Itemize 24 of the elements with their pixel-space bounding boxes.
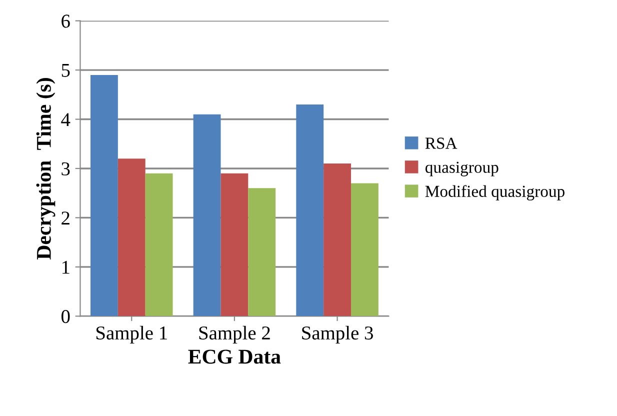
legend-label: quasigroup (425, 162, 498, 176)
y-tick-label: 0 (62, 310, 70, 324)
bar (220, 173, 248, 316)
y-tick-label: 3 (62, 162, 70, 176)
bar (296, 104, 324, 316)
y-tick-label: 5 (62, 64, 70, 77)
y-tick-label: 1 (62, 260, 70, 274)
bar (193, 114, 221, 316)
bar (118, 158, 146, 316)
y-axis-title: Decryption Time (s) (36, 78, 56, 260)
bar (324, 164, 352, 316)
x-tick-label: Sample 1 (96, 326, 167, 344)
bar (351, 183, 378, 316)
y-tick-label: 6 (62, 14, 70, 28)
y-tick-label: 4 (61, 113, 70, 126)
x-tick-label: Sample 2 (199, 326, 270, 344)
legend-label: RSA (425, 138, 458, 149)
legend-label: Modified quasigroup (425, 185, 564, 200)
x-tick-label: Sample 3 (302, 326, 373, 344)
x-axis-title: ECG Data (188, 350, 281, 364)
bar (145, 173, 173, 316)
bar (90, 74, 118, 316)
y-tick-label: 2 (62, 212, 70, 224)
bar (248, 188, 276, 316)
